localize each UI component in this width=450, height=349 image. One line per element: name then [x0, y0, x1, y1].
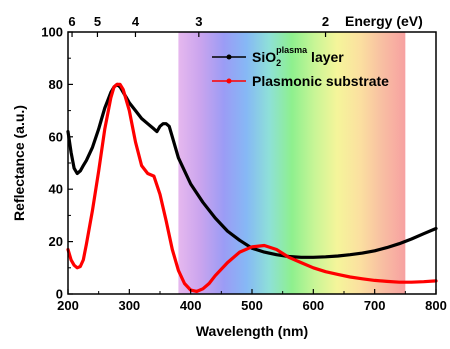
y-axis-title: Reflectance (a.u.)	[11, 105, 27, 221]
x-tick-label: 500	[241, 298, 263, 313]
x-tick-label: 600	[302, 298, 324, 313]
top-axis-title: Energy (eV)	[345, 13, 423, 29]
legend-marker-black	[226, 54, 232, 60]
legend-label-sio2-rest: layer	[307, 49, 344, 65]
y-tick-label: 0	[56, 287, 63, 302]
legend-label-sio2-sub: 2	[276, 58, 281, 68]
legend-item-sio2: SiO2 plasma layer	[212, 45, 344, 68]
y-tick-label: 20	[49, 234, 63, 249]
legend-label-sio2: SiO2 plasma layer	[252, 45, 344, 68]
x-tick-label: 200	[57, 298, 79, 313]
x-tick-label: 400	[180, 298, 202, 313]
ticks-layer: 200 300 400 500 600 700 800 0 20 40 60 80 100 6 5 4 3 2	[41, 14, 447, 313]
visible-spectrum-band	[178, 32, 406, 294]
y-tick-label: 80	[49, 77, 63, 92]
x-tick-label: 300	[118, 298, 140, 313]
top-tick-label: 6	[68, 14, 75, 29]
legend-label-sio2-sup: plasma	[276, 45, 308, 55]
top-tick-label: 4	[132, 14, 140, 29]
y-tick-label: 60	[49, 129, 63, 144]
legend-marker-red	[226, 78, 232, 84]
top-tick-label: 2	[322, 14, 329, 29]
series-1-line	[66, 82, 438, 259]
series-layer	[66, 82, 438, 293]
x-tick-label: 700	[364, 298, 386, 313]
legend-item-plasmonic: Plasmonic substrate	[212, 73, 389, 89]
legend: SiO2 plasma layer Plasmonic substrate	[212, 45, 389, 89]
legend-label-sio2-main: SiO	[252, 49, 276, 65]
top-tick-label: 3	[195, 14, 202, 29]
x-tick-label: 800	[425, 298, 447, 313]
y-tick-label: 100	[41, 25, 63, 40]
series-2-line	[66, 82, 438, 293]
y-tick-label: 40	[49, 182, 63, 197]
top-tick-label: 5	[94, 14, 101, 29]
legend-label-plasmonic: Plasmonic substrate	[252, 73, 389, 89]
x-axis-title: Wavelength (nm)	[196, 323, 308, 339]
